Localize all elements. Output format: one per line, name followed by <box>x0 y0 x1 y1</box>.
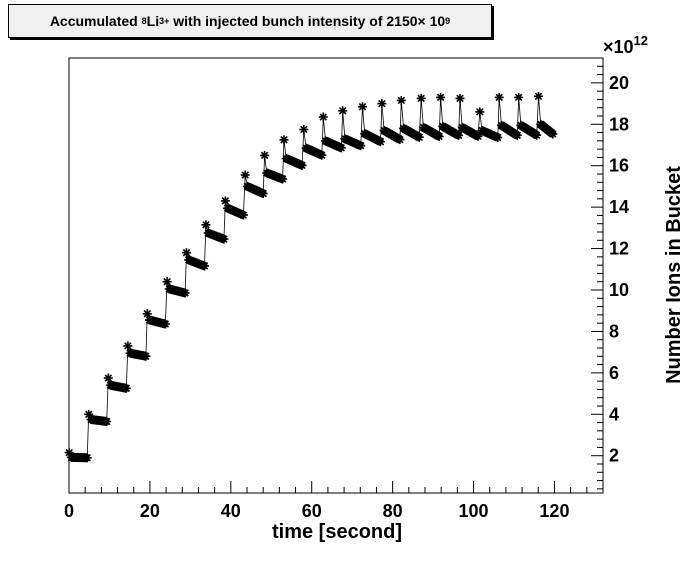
data-point <box>395 135 405 145</box>
y-multiplier-exponent: 12 <box>634 33 648 48</box>
title-mass: 8 <box>141 16 147 26</box>
data-point <box>240 170 250 180</box>
data-point <box>512 130 522 140</box>
y-tick-label: 20 <box>609 73 629 93</box>
data-point <box>201 220 211 230</box>
data-points <box>64 91 558 463</box>
y-tick-label: 8 <box>609 321 619 341</box>
x-axis-title: time [second] <box>272 521 402 543</box>
data-point <box>532 130 542 140</box>
x-tick-label: 120 <box>539 501 569 521</box>
y-tick-label: 4 <box>609 404 619 424</box>
data-point <box>317 150 327 160</box>
title-exponent: 9 <box>445 16 451 26</box>
x-tick-label: 20 <box>140 501 160 521</box>
data-point <box>548 129 558 139</box>
x-axis: 0 20 40 60 80 100 120 <box>64 481 604 521</box>
x-tick-label: 80 <box>383 501 403 521</box>
data-point <box>414 132 424 142</box>
data-point <box>278 174 288 184</box>
data-point <box>376 137 385 147</box>
y-tick-label: 2 <box>609 446 619 466</box>
data-point <box>514 92 524 102</box>
title-prefix: Accumulated <box>49 13 138 29</box>
x-tick-label: 40 <box>221 501 241 521</box>
y-multiplier-base: ×10 <box>603 37 634 57</box>
data-point <box>182 248 191 258</box>
y-axis-title: Number Ions in Bucket <box>663 166 685 384</box>
title-charge: 3+ <box>159 16 170 26</box>
data-point <box>299 125 309 134</box>
y-tick-label: 6 <box>609 363 619 383</box>
data-point <box>358 102 367 112</box>
data-point <box>279 135 289 145</box>
data-point <box>103 373 113 383</box>
data-point <box>200 261 209 271</box>
data-point <box>434 132 444 141</box>
data-point <box>160 319 170 329</box>
data-point <box>475 107 485 117</box>
data-point <box>260 150 270 160</box>
data-point <box>162 277 172 287</box>
data-point <box>238 210 248 220</box>
data-point <box>436 92 446 102</box>
x-tick-label: 100 <box>459 501 489 521</box>
y-multiplier: ×1012 <box>603 33 648 57</box>
y-tick-label: 10 <box>609 280 629 300</box>
data-point <box>297 160 307 170</box>
y-tick-label: 16 <box>609 156 629 176</box>
chart-title-box: Accumulated 8 Li 3+ with injected bunch in… <box>8 4 492 38</box>
x-tick-label: 0 <box>64 501 74 521</box>
y-tick-label: 18 <box>609 114 629 134</box>
data-point <box>416 93 426 103</box>
data-point <box>534 91 543 101</box>
data-point <box>102 417 112 426</box>
data-point <box>338 106 348 116</box>
data-point <box>493 133 503 143</box>
y-tick-label: 14 <box>609 197 629 217</box>
data-point <box>141 351 151 361</box>
data-point <box>396 96 406 105</box>
data-point <box>377 99 387 109</box>
data-point <box>454 130 464 140</box>
x-tick-label: 60 <box>302 501 322 521</box>
title-element: Li <box>146 13 160 29</box>
data-point <box>318 112 328 122</box>
title-middle: with injected bunch intensity of 2150 <box>173 13 418 29</box>
data-point <box>219 234 229 244</box>
data-point <box>494 92 504 102</box>
y-axis: 2 4 6 8 10 12 14 16 18 20 <box>591 57 629 490</box>
data-point <box>455 93 465 103</box>
data-point <box>123 341 133 351</box>
title-times: × 10 <box>417 13 446 29</box>
plot-frame <box>68 57 604 494</box>
data-point <box>220 196 230 206</box>
data-point <box>356 141 366 151</box>
y-tick-label: 12 <box>609 239 629 259</box>
data-point <box>121 383 131 393</box>
data-point <box>258 189 268 198</box>
data-point <box>180 288 190 298</box>
data-point <box>336 143 346 153</box>
data-point <box>82 453 92 463</box>
